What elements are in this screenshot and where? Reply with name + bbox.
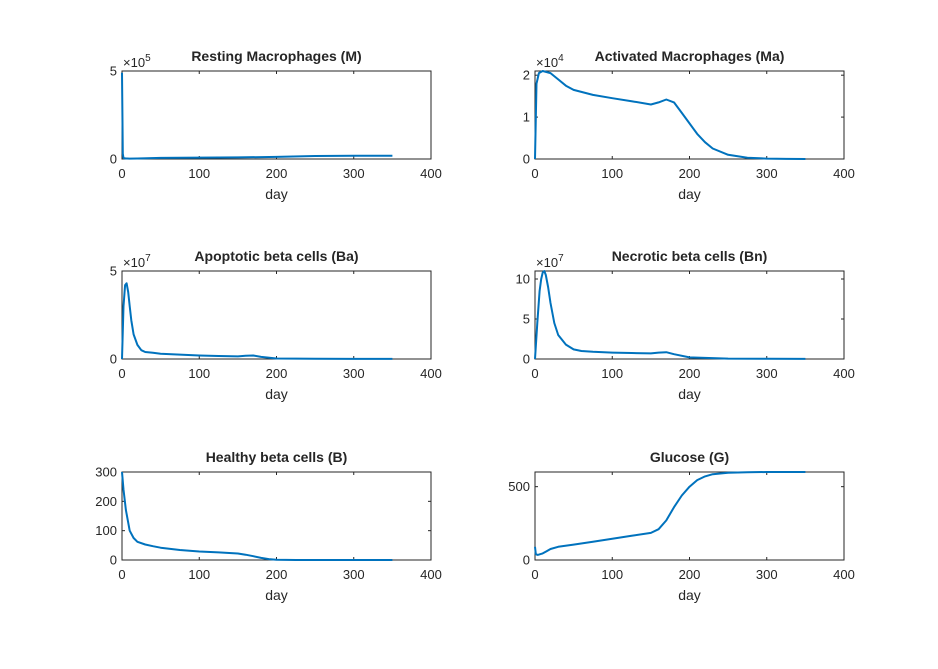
- chart-title: Glucose (G): [650, 449, 729, 465]
- chart-title: Healthy beta cells (B): [206, 449, 348, 465]
- subplot-necrotic-beta-cells-bn: 0 100 200 300 400 0 5 10 ×107 Necrotic beta cells…: [516, 248, 855, 402]
- subplot-glucose-g: 0 100 200 300 400 0 500 Glucose (G) day: [508, 449, 855, 603]
- x-tick-label: 400: [833, 366, 855, 381]
- x-tick-label: 200: [679, 166, 701, 181]
- y-tick-label: 5: [110, 264, 117, 279]
- x-tick-label: 0: [118, 366, 125, 381]
- y-tick-label: 5: [523, 312, 530, 327]
- x-tick-label: 400: [833, 567, 855, 582]
- x-tick-label: 200: [266, 366, 288, 381]
- series-line-resting-macrophages-m: [121, 72, 393, 160]
- series-line-activated-macrophages-ma: [534, 70, 806, 160]
- x-tick-label: 300: [343, 366, 365, 381]
- x-tick-label: 100: [188, 567, 210, 582]
- x-axis-label: day: [678, 386, 701, 402]
- subplot-healthy-beta-cells-b: 0 100 200 300 400 0 100 200 300 Healthy beta cell…: [95, 449, 442, 603]
- x-tick-label: 100: [601, 567, 623, 582]
- x-tick-label: 100: [601, 166, 623, 181]
- series-line-necrotic-beta-cells-bn: [534, 270, 806, 360]
- y-tick-label: 0: [110, 352, 117, 367]
- x-tick-label: 300: [756, 567, 778, 582]
- x-tick-label: 300: [756, 366, 778, 381]
- axes-box: [121, 270, 432, 360]
- y-exponent-label: ×104: [536, 53, 564, 70]
- x-axis-label: day: [265, 587, 288, 603]
- x-tick-label: 100: [188, 366, 210, 381]
- y-tick-label: 100: [95, 523, 117, 538]
- x-tick-label: 200: [679, 366, 701, 381]
- x-axis-label: day: [678, 587, 701, 603]
- y-tick-label: 0: [523, 352, 530, 367]
- x-tick-label: 100: [188, 166, 210, 181]
- y-tick-label: 0: [110, 152, 117, 167]
- series-line-healthy-beta-cells-b: [121, 471, 393, 561]
- x-tick-label: 400: [833, 166, 855, 181]
- axes-box: [534, 270, 845, 360]
- subplot-resting-macrophages-m: 0 100 200 300 400 0 5 ×105 Resting Macrophages (…: [110, 48, 442, 202]
- x-tick-label: 0: [118, 567, 125, 582]
- x-tick-label: 300: [756, 166, 778, 181]
- series-line-apoptotic-beta-cells-ba: [121, 282, 393, 360]
- x-tick-label: 400: [420, 166, 442, 181]
- subplot-activated-macrophages-ma: 0 100 200 300 400 0 1 2 ×104 Activated Macrophage…: [523, 48, 855, 202]
- y-tick-label: 500: [508, 479, 530, 494]
- series-line-glucose-g: [534, 471, 806, 556]
- x-tick-label: 400: [420, 567, 442, 582]
- chart-title: Activated Macrophages (Ma): [595, 48, 785, 64]
- x-axis-label: day: [678, 186, 701, 202]
- y-tick-label: 10: [516, 272, 530, 287]
- axes-box: [121, 471, 432, 561]
- y-tick-label: 5: [110, 64, 117, 79]
- y-tick-label: 200: [95, 494, 117, 509]
- y-tick-label: 0: [523, 553, 530, 568]
- x-tick-label: 0: [531, 567, 538, 582]
- x-tick-label: 0: [118, 166, 125, 181]
- x-tick-label: 200: [266, 166, 288, 181]
- axes-box: [534, 471, 845, 561]
- y-tick-label: 300: [95, 465, 117, 480]
- axes-box: [534, 70, 845, 160]
- x-tick-label: 300: [343, 567, 365, 582]
- y-exponent-label: ×105: [123, 53, 151, 70]
- axes-box: [121, 70, 432, 160]
- x-tick-label: 200: [679, 567, 701, 582]
- x-tick-label: 200: [266, 567, 288, 582]
- x-tick-label: 0: [531, 166, 538, 181]
- chart-title: Apoptotic beta cells (Ba): [194, 248, 358, 264]
- y-tick-label: 2: [523, 68, 530, 83]
- x-axis-label: day: [265, 186, 288, 202]
- x-tick-label: 300: [343, 166, 365, 181]
- y-tick-label: 0: [523, 152, 530, 167]
- x-tick-label: 400: [420, 366, 442, 381]
- y-tick-label: 0: [110, 553, 117, 568]
- y-exponent-label: ×107: [123, 253, 151, 270]
- y-exponent-label: ×107: [536, 253, 564, 270]
- x-tick-label: 0: [531, 366, 538, 381]
- x-axis-label: day: [265, 386, 288, 402]
- subplot-apoptotic-beta-cells-ba: 0 100 200 300 400 0 5 ×107 Apoptotic beta cells …: [110, 248, 442, 402]
- chart-title: Resting Macrophages (M): [191, 48, 361, 64]
- y-tick-label: 1: [523, 110, 530, 125]
- chart-title: Necrotic beta cells (Bn): [612, 248, 768, 264]
- x-tick-label: 100: [601, 366, 623, 381]
